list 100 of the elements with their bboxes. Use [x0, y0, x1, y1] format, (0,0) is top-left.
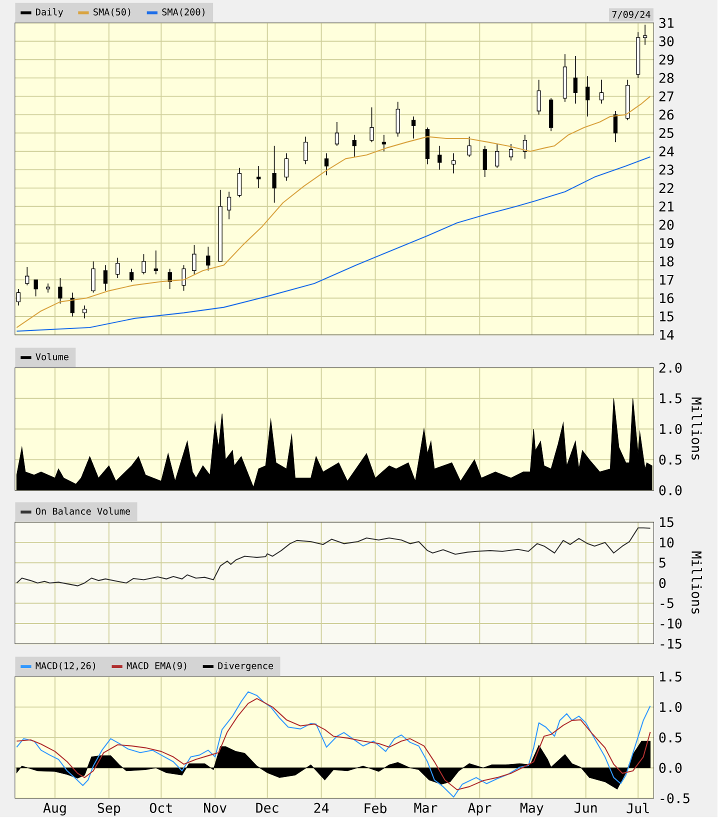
legend-label: SMA(200) — [162, 8, 205, 17]
text: 7/09/24 — [612, 10, 651, 19]
candlestick — [116, 257, 120, 278]
y-tick-label: 15 — [660, 312, 674, 322]
legend-label: Divergence — [218, 662, 274, 672]
candlestick — [452, 152, 456, 174]
y-tick-label: 19 — [660, 238, 674, 248]
candlestick — [130, 268, 134, 282]
y-tick-label: 20 — [660, 220, 674, 230]
y-tick-label: 18 — [660, 256, 674, 266]
x-tick-label: May — [520, 802, 544, 816]
y-tick-label: 25 — [660, 128, 674, 138]
candlestick — [25, 266, 30, 286]
y-tick-label: 10 — [660, 537, 674, 548]
candlestick — [206, 246, 210, 272]
candlestick — [483, 145, 488, 178]
y-tick-label: 23 — [660, 164, 674, 175]
candlestick — [227, 191, 232, 220]
candlestick — [91, 261, 96, 294]
candlestick — [58, 278, 63, 304]
y-tick-label: 1.0 — [660, 424, 682, 434]
legend-label: Daily — [36, 8, 64, 18]
y-tick-label: 26 — [660, 110, 674, 120]
candlestick — [304, 136, 308, 165]
candlestick — [46, 283, 50, 294]
y-tick-label: 27 — [660, 91, 674, 102]
y-tick-label: 16 — [660, 293, 674, 304]
candlestick — [370, 106, 374, 143]
x-tick-label: Feb — [365, 802, 387, 814]
x-tick-label: Aug — [43, 802, 66, 816]
y-tick-label: 1.0 — [660, 702, 682, 712]
y-tick-label: 1.5 — [660, 393, 682, 404]
line-series — [16, 96, 652, 328]
candlestick — [467, 136, 472, 158]
y-tick-label: 0.0 — [660, 762, 682, 773]
legend-label: MACD EMA(9) — [127, 662, 186, 670]
candlestick — [16, 288, 21, 306]
candlestick — [324, 152, 329, 176]
y-tick-label: 28 — [660, 72, 674, 83]
candlestick — [272, 145, 277, 204]
legend-label: On Balance Volume — [36, 508, 130, 515]
y-tick-label: 15 — [660, 517, 674, 528]
y-tick-label: 2.0 — [660, 362, 682, 373]
candlestick — [335, 122, 340, 146]
line-series — [16, 527, 652, 586]
y-axis-title: Millions — [692, 552, 702, 614]
y-tick-label: 1.5 — [660, 672, 682, 682]
y-tick-label: 30 — [660, 36, 674, 46]
x-tick-label: Nov — [204, 802, 227, 813]
y-tick-label: 0.5 — [660, 454, 682, 465]
candlestick — [142, 254, 146, 275]
x-tick-label: Sep — [98, 802, 120, 816]
candlestick — [495, 144, 500, 168]
x-tick-label: Jul — [627, 802, 650, 814]
y-tick-label: 0 — [660, 578, 666, 588]
line-series — [16, 156, 652, 332]
x-tick-label: Jun — [574, 802, 597, 813]
candlestick — [412, 116, 416, 139]
x-tick-label: Dec — [256, 802, 278, 813]
candlestick — [600, 79, 604, 104]
y-tick-label: 17 — [660, 274, 674, 285]
x-tick-label: Oct — [150, 802, 172, 813]
candlestick — [104, 264, 108, 292]
y-tick-label: 5 — [660, 558, 666, 568]
y-tick-label: 0.0 — [660, 485, 682, 496]
y-tick-label: -5 — [660, 598, 674, 608]
candlestick — [182, 264, 186, 292]
candlestick — [509, 144, 514, 161]
y-tick-label: 21 — [660, 201, 674, 212]
candlestick — [256, 166, 261, 188]
y-tick-label: 14 — [660, 330, 674, 340]
x-tick-label: 24 — [314, 802, 329, 813]
candlestick — [352, 134, 357, 158]
candlestick — [438, 145, 442, 170]
legend-label: SMA(50) — [94, 8, 130, 17]
y-tick-label: -0.5 — [660, 793, 690, 804]
x-tick-label: Mar — [414, 802, 438, 813]
y-tick-label: -10 — [660, 618, 682, 629]
candlestick — [537, 79, 542, 116]
candlestick — [284, 152, 289, 182]
candlestick — [574, 56, 578, 104]
candlestick — [586, 76, 590, 117]
candlestick — [82, 305, 87, 319]
y-tick-label: 22 — [660, 183, 674, 193]
y-tick-label: 31 — [660, 18, 674, 28]
y-tick-label: 24 — [660, 146, 674, 156]
candlestick — [382, 134, 386, 152]
candlestick — [238, 167, 242, 198]
candlestick — [396, 101, 400, 138]
candlestick — [34, 279, 38, 297]
legend-label: MACD(12,26) — [36, 662, 96, 670]
y-axis-title: Millions — [692, 398, 702, 460]
y-tick-label: -15 — [660, 638, 682, 649]
legend-label: Volume — [36, 353, 69, 360]
x-tick-label: Apr — [468, 802, 492, 816]
candlestick — [192, 244, 197, 275]
y-tick-label: 0.5 — [660, 732, 682, 742]
candlestick — [154, 250, 158, 275]
candlestick — [643, 24, 648, 46]
y-tick-label: 29 — [660, 54, 674, 65]
